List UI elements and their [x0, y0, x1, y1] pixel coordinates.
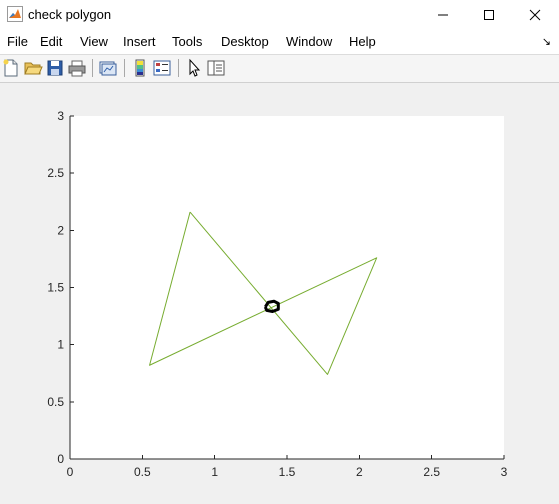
link-plot-icon[interactable] — [98, 58, 118, 78]
figure-canvas[interactable]: 0 0.5 1 1.5 2 2.5 3 0 0.5 1 1.5 2 2.5 3 — [0, 83, 559, 504]
print-icon[interactable] — [67, 58, 87, 78]
toolbar-separator — [92, 59, 93, 77]
figure-toolbar — [0, 55, 559, 83]
matlab-logo-icon — [7, 6, 23, 22]
maximize-button[interactable] — [466, 0, 512, 30]
new-file-icon[interactable] — [1, 58, 21, 78]
menu-insert[interactable]: Insert — [123, 34, 156, 49]
x-tick-label: 1.5 — [279, 465, 296, 479]
y-tick-label: 2 — [57, 223, 64, 237]
minimize-icon — [438, 14, 448, 16]
property-inspector-icon[interactable] — [206, 58, 226, 78]
legend-icon[interactable] — [152, 58, 172, 78]
x-tick-label: 2.5 — [423, 465, 440, 479]
close-button[interactable] — [512, 0, 558, 30]
x-tick-label: 3 — [501, 465, 508, 479]
y-tick-label: 2.5 — [47, 166, 64, 180]
y-tick-label: 1.5 — [47, 281, 64, 295]
y-tick-label: 0.5 — [47, 395, 64, 409]
menu-edit[interactable]: Edit — [40, 34, 63, 49]
menu-window[interactable]: Window — [286, 34, 333, 49]
y-tick-label: 1 — [57, 338, 64, 352]
y-tick-label: 3 — [57, 109, 64, 123]
axes-background — [70, 116, 504, 459]
maximize-icon — [484, 10, 494, 20]
x-tick-label: 1 — [211, 465, 218, 479]
polygon-series-line — [149, 211, 378, 375]
toolbar-separator — [178, 59, 179, 77]
menu-view[interactable]: View — [80, 34, 108, 49]
toolbar-separator — [124, 59, 125, 77]
menu-bar: File Edit View Insert Tools Desktop Wind… — [0, 30, 559, 55]
minimize-button[interactable] — [420, 0, 466, 30]
save-icon[interactable] — [45, 58, 65, 78]
pointer-arrow-icon[interactable] — [184, 58, 204, 78]
window-title: check polygon — [28, 7, 112, 22]
title-bar: check polygon — [0, 0, 559, 30]
x-tick-label: 0 — [67, 465, 74, 479]
menu-help[interactable]: Help — [349, 34, 376, 49]
x-tick-label: 2 — [356, 465, 363, 479]
menu-tools[interactable]: Tools — [172, 34, 203, 49]
marker-series-line — [263, 299, 280, 314]
y-tick-label: 0 — [57, 452, 64, 466]
plot-area[interactable]: 0 0.5 1 1.5 2 2.5 3 0 0.5 1 1.5 2 2.5 3 — [0, 83, 559, 504]
close-icon — [529, 9, 541, 21]
open-folder-icon[interactable] — [23, 58, 43, 78]
x-tick-label: 0.5 — [134, 465, 151, 479]
menu-file[interactable]: File — [7, 34, 28, 49]
dock-arrow-icon[interactable]: ↘ — [541, 36, 551, 48]
menu-desktop[interactable]: Desktop — [221, 34, 269, 49]
colorbar-icon[interactable] — [130, 58, 150, 78]
